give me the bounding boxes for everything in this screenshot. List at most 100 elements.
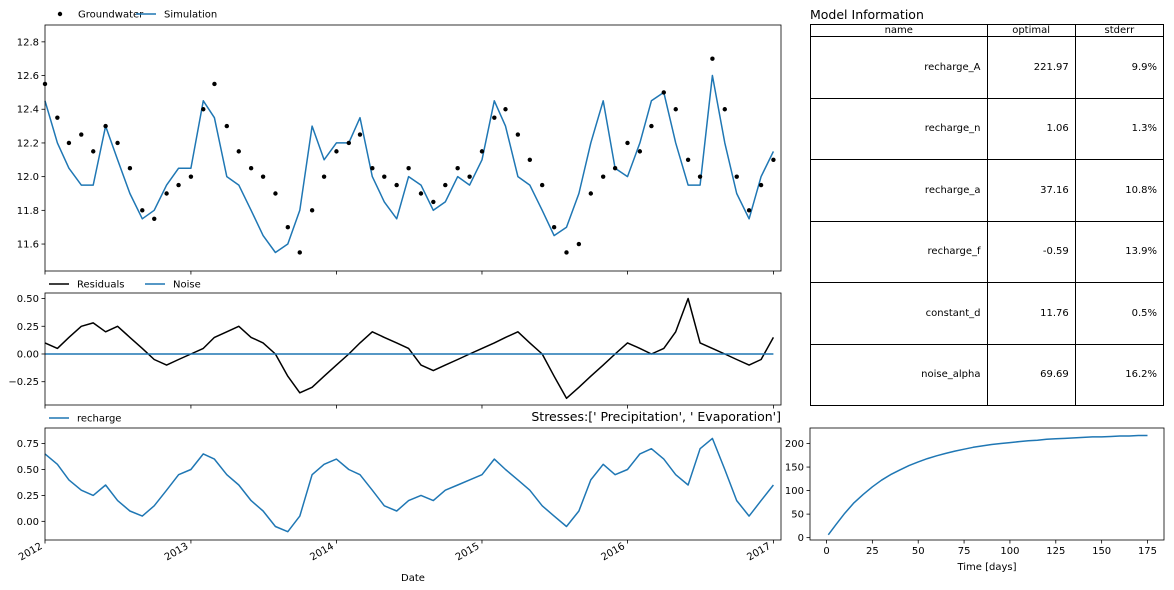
x-tick-label: 175 xyxy=(1138,546,1157,557)
groundwater-point xyxy=(309,208,315,213)
groundwater-points xyxy=(42,56,776,255)
recharge-line xyxy=(44,437,774,533)
groundwater-point xyxy=(297,250,302,255)
groundwater-point xyxy=(418,191,424,196)
model-information-table: name optimal stderr recharge_A 221.97 9.… xyxy=(810,24,1165,406)
param-name: noise_alpha xyxy=(810,343,988,406)
groundwater-point xyxy=(649,123,654,129)
param-name: constant_d xyxy=(810,282,988,345)
groundwater-point xyxy=(334,149,339,154)
col-header-name: name xyxy=(810,24,988,37)
groundwater-point xyxy=(79,132,84,137)
x-tick-label: 2013 xyxy=(163,541,191,563)
groundwater-point xyxy=(66,140,72,146)
param-name: recharge_a xyxy=(810,159,988,222)
y-tick-label: 12.0 xyxy=(17,172,39,183)
x-tick-label: 2015 xyxy=(454,541,482,563)
y-tick-label: 0.50 xyxy=(17,294,39,305)
groundwater-point xyxy=(273,191,278,196)
groundwater-point xyxy=(746,208,752,213)
groundwater-point xyxy=(382,174,387,179)
y-tick-label: 12.6 xyxy=(17,71,39,82)
x-tick-label: 2016 xyxy=(599,541,627,563)
y-tick-label: 0.25 xyxy=(17,322,39,333)
groundwater-point xyxy=(564,250,569,255)
legend-noise-label: Noise xyxy=(173,280,201,291)
groundwater-point xyxy=(697,174,703,179)
groundwater-point xyxy=(503,107,508,112)
groundwater-point xyxy=(212,81,217,87)
groundwater-point xyxy=(551,224,557,230)
groundwater-point xyxy=(394,182,399,188)
param-name: recharge_f xyxy=(810,220,988,283)
param-optimal: 11.76 xyxy=(986,282,1076,345)
response-x-axis-label: Time [days] xyxy=(956,562,1016,573)
groundwater-point xyxy=(406,166,411,171)
legend-groundwater-label: Groundwater xyxy=(78,10,144,21)
x-axis-label: Date xyxy=(401,573,425,584)
y-tick-label: 0.00 xyxy=(17,349,39,360)
y-tick-label: 50 xyxy=(791,510,804,521)
col-header-stderr: stderr xyxy=(1074,24,1165,37)
response-line xyxy=(827,434,1148,536)
groundwater-point xyxy=(479,149,485,154)
groundwater-point xyxy=(260,174,266,179)
y-tick-label: 11.6 xyxy=(17,240,39,251)
groundwater-point xyxy=(285,224,291,230)
groundwater-point xyxy=(103,123,108,129)
y-tick-label: 200 xyxy=(785,439,804,450)
param-optimal: -0.59 xyxy=(986,220,1076,283)
groundwater-point xyxy=(600,174,606,179)
groundwater-point xyxy=(771,157,776,162)
param-stderr: 10.8% xyxy=(1074,159,1165,222)
groundwater-point xyxy=(661,90,666,95)
param-stderr: 1.3% xyxy=(1074,97,1165,160)
table-row: recharge_n 1.06 1.3% xyxy=(810,97,1165,160)
y-tick-label: 0.75 xyxy=(17,439,39,450)
groundwater-point xyxy=(515,132,521,137)
param-stderr: 9.9% xyxy=(1074,36,1165,99)
groundwater-point xyxy=(176,182,181,188)
x-tick-label: 25 xyxy=(866,546,879,557)
x-tick-label: 2012 xyxy=(17,541,45,563)
groundwater-point xyxy=(115,140,120,146)
legend-groundwater-swatch xyxy=(57,11,63,17)
x-tick-label: 75 xyxy=(958,546,971,557)
groundwater-point xyxy=(758,182,764,188)
groundwater-point xyxy=(710,56,715,61)
axes-frame xyxy=(44,292,782,406)
param-stderr: 13.9% xyxy=(1074,220,1165,283)
param-optimal: 69.69 xyxy=(986,343,1076,406)
stress-title: Stresses:[' Precipitation', ' Evaporatio… xyxy=(531,409,781,424)
param-optimal: 221.97 xyxy=(986,36,1076,99)
col-header-optimal: optimal xyxy=(986,24,1076,37)
x-tick-label: 2014 xyxy=(308,541,336,563)
groundwater-point xyxy=(152,216,157,221)
groundwater-point xyxy=(685,157,691,162)
response-plot: 0 50 100 150 200 0 25 50 75 100 125 150 175 Time [day… xyxy=(785,427,1165,573)
param-name: recharge_n xyxy=(810,97,988,160)
groundwater-point xyxy=(612,166,618,171)
x-tick-label: 150 xyxy=(1092,546,1111,557)
x-tick-label: 0 xyxy=(823,546,829,557)
simulation-line xyxy=(44,74,775,254)
table-row: constant_d 11.76 0.5% xyxy=(810,282,1165,345)
param-optimal: 37.16 xyxy=(986,159,1076,222)
groundwater-point xyxy=(248,166,254,171)
y-tick-label: 12.4 xyxy=(17,105,39,116)
groundwater-point xyxy=(370,166,375,171)
groundwater-point xyxy=(357,132,363,137)
y-tick-label: −0.25 xyxy=(8,377,39,388)
groundwater-point xyxy=(164,191,169,196)
groundwater-point xyxy=(188,174,194,179)
y-tick-label: 0 xyxy=(798,533,804,544)
groundwater-point xyxy=(722,107,727,112)
axes-frame xyxy=(809,427,1165,541)
y-tick-label: 0.25 xyxy=(17,491,39,502)
param-stderr: 0.5% xyxy=(1074,282,1165,345)
groundwater-point xyxy=(637,149,643,154)
y-tick-label: 100 xyxy=(785,486,804,497)
legend-simulation-label: Simulation xyxy=(164,10,217,21)
parameter-table: name optimal stderr recharge_A 221.97 9.… xyxy=(810,24,1165,406)
